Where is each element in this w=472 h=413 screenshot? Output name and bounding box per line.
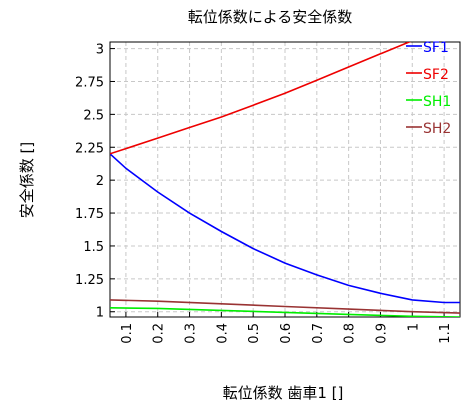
legend-label: SH1: [423, 94, 451, 110]
grid: [110, 42, 460, 317]
legend: SF1 SF2 SH1 SH2: [406, 40, 451, 137]
x-tick-label: 0.7: [311, 323, 326, 344]
x-tick-label: 0.3: [184, 323, 199, 344]
y-tick-label: 1.75: [75, 207, 104, 222]
x-tick-label: 1: [406, 323, 421, 331]
y-tick-label: 3: [96, 43, 104, 58]
y-tick-label: 1.5: [83, 240, 104, 255]
y-ticks: 1 1.25 1.5 1.75 2 2.25 2.5 2.75 3: [75, 43, 115, 321]
series-line-sh1: [110, 307, 460, 317]
y-tick-label: 2.25: [75, 141, 104, 156]
x-ticks: 0.1 0.2 0.3 0.4 0.5 0.6 0.7 0.8 0.9 1 1.1: [120, 312, 453, 344]
series-line-sf2: [110, 42, 412, 155]
x-tick-label: 0.6: [279, 323, 294, 344]
series-line-sf1: [110, 153, 460, 304]
x-tick-label: 0.1: [120, 323, 135, 344]
y-axis-label: 安全係数 []: [18, 142, 36, 218]
x-tick-label: 0.2: [152, 323, 167, 344]
x-tick-label: 0.8: [343, 323, 358, 344]
series-line-sh2: [110, 299, 460, 314]
x-tick-label: 0.9: [374, 323, 389, 344]
x-axis-label: 転位係数 歯車1 []: [223, 384, 344, 402]
x-tick-label: 0.4: [215, 323, 230, 344]
legend-label: SH2: [423, 121, 451, 137]
y-tick-label: 2.5: [83, 108, 104, 123]
x-tick-label: 1.1: [438, 323, 453, 344]
chart-title: 転位係数による安全係数: [188, 8, 353, 26]
legend-label: SF2: [423, 67, 449, 83]
legend-label: SF1: [423, 40, 449, 56]
y-tick-label: 1.25: [75, 273, 104, 288]
y-tick-label: 2.75: [75, 75, 104, 90]
y-tick-label: 2: [96, 174, 104, 189]
y-tick-label: 1: [96, 306, 104, 321]
x-tick-label: 0.5: [247, 323, 262, 344]
series-layer: [110, 42, 460, 317]
